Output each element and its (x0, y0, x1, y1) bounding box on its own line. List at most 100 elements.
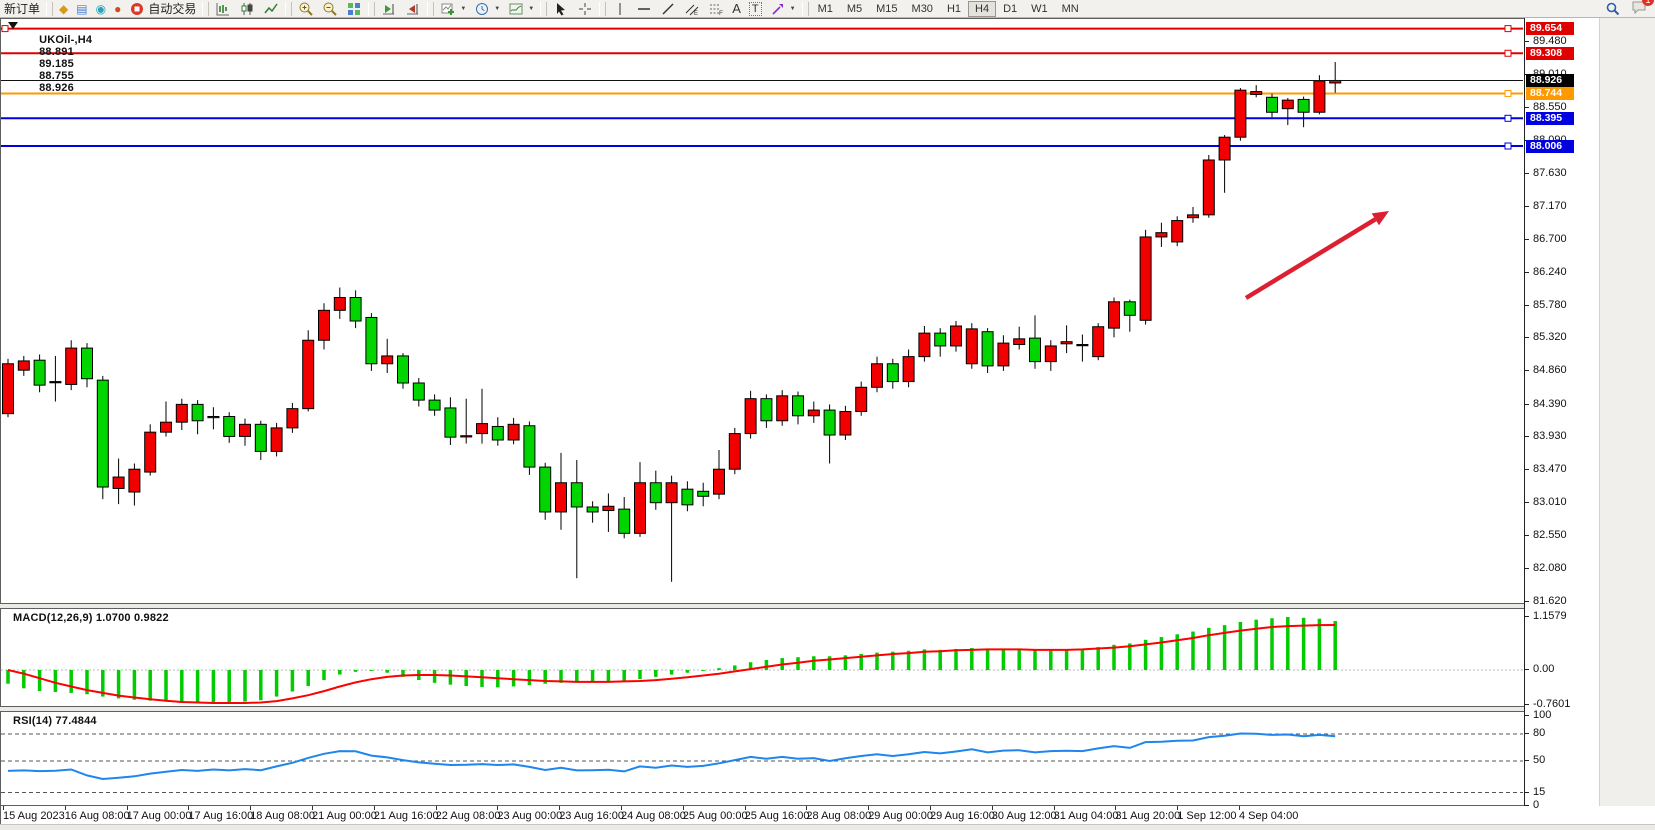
price-level-badge: 88.006 (1526, 139, 1574, 153)
main-chart-panel[interactable]: UKOil-,H4 88.891 89.185 88.755 88.926 (0, 18, 1524, 604)
time-axis-tick (497, 806, 499, 810)
time-axis-label: 17 Aug 00:00 (126, 810, 192, 822)
equidistant-channel-icon: E (684, 1, 700, 17)
rsi-tick-label: 50 (1533, 754, 1546, 766)
clock-icon (474, 1, 490, 17)
timeframe-m15[interactable]: M15 (869, 1, 904, 17)
rsi-tick-label: 15 (1533, 785, 1546, 798)
timeframe-h4[interactable]: H4 (968, 0, 997, 17)
panel-separator[interactable] (0, 707, 1524, 711)
time-axis-label: 22 Aug 08:00 (435, 810, 501, 822)
time-axis-label: 23 Aug 16:00 (559, 810, 625, 822)
price-axis[interactable]: 89.48089.01088.55088.09087.63087.17086.7… (1524, 18, 1655, 811)
horizontal-line-tool-button[interactable] (632, 0, 656, 17)
data-window-button[interactable]: ▤ (72, 0, 91, 17)
price-tick-label: 86.240 (1533, 265, 1567, 278)
macd-tick-label: 0.00 (1533, 663, 1555, 675)
macd-panel[interactable]: MACD(12,26,9) 1.0700 0.9822 (0, 608, 1524, 707)
text-label-tool-button[interactable]: T (745, 0, 766, 17)
time-axis[interactable]: 15 Aug 2023 16 Aug 08:00 17 Aug 00:00 17 Au… (0, 806, 1524, 824)
terminal-button[interactable]: ● (110, 0, 125, 17)
autotrading-button[interactable]: 自动交易 (125, 0, 200, 17)
axis-tick (1525, 403, 1529, 405)
macd-label: MACD(12,26,9) 1.0700 0.9822 (13, 612, 169, 624)
panel-separator[interactable] (0, 604, 1524, 608)
auto-scroll-button[interactable] (377, 0, 401, 17)
cursor-tool-button[interactable] (549, 0, 573, 17)
axis-tick (1525, 791, 1529, 793)
axis-tick (1525, 601, 1529, 603)
line-chart-button[interactable] (259, 0, 283, 17)
time-axis-tick (1053, 806, 1055, 810)
timeframe-m1[interactable]: M1 (811, 1, 840, 17)
timeframe-mn[interactable]: MN (1055, 1, 1086, 17)
zoom-out-button[interactable] (318, 0, 342, 17)
timeframe-d1[interactable]: D1 (996, 1, 1024, 17)
timeframe-m5[interactable]: M5 (840, 1, 869, 17)
trendline-tool-button[interactable] (656, 0, 680, 17)
axis-tick (1525, 271, 1529, 273)
axis-tick (1525, 337, 1529, 339)
bar-chart-button[interactable] (211, 0, 235, 17)
time-axis-tick (373, 806, 375, 810)
trend-arrow (1371, 211, 1389, 226)
toolbar-grip (46, 1, 54, 16)
market-watch-button[interactable]: ◆ (55, 0, 72, 17)
price-chart-canvas[interactable] (1, 19, 1523, 603)
axis-tick (1525, 715, 1529, 716)
axis-tick (1525, 239, 1529, 241)
chart-shift-button[interactable] (401, 0, 425, 17)
channel-tool-button[interactable]: E (680, 0, 704, 17)
price-level-badge: 89.654 (1526, 22, 1574, 36)
fibonacci-tool-button[interactable]: F (704, 0, 728, 17)
rsi-tick-label: 100 (1533, 709, 1552, 721)
time-axis-label: 31 Aug 04:00 (1053, 810, 1119, 822)
time-axis-tick (1239, 806, 1240, 810)
rsi-panel[interactable]: RSI(14) 77.4844 (0, 711, 1524, 806)
new-order-button[interactable]: 新订单 (0, 0, 44, 17)
macd-canvas[interactable] (1, 609, 1523, 706)
arrows-tool-button[interactable]: ▼ (766, 0, 800, 17)
chevron-down-icon[interactable]: ▼ (494, 5, 501, 12)
fibonacci-icon: F (708, 1, 724, 17)
rsi-canvas[interactable] (1, 712, 1523, 805)
autotrading-icon (129, 1, 145, 17)
vertical-line-icon (612, 1, 628, 17)
indicators-button[interactable]: ▼ (436, 0, 470, 17)
price-level-badge: 88.395 (1526, 111, 1574, 125)
time-axis-tick (1115, 806, 1117, 810)
timeframe-h1[interactable]: H1 (940, 1, 968, 17)
candlestick-chart-button[interactable] (235, 0, 259, 17)
axis-tick (1525, 304, 1529, 306)
vertical-line-tool-button[interactable] (608, 0, 632, 17)
zoom-out-icon (322, 1, 338, 17)
time-axis-tick (682, 806, 684, 810)
cursor-icon (553, 1, 569, 17)
auto-scroll-icon (381, 1, 397, 17)
timeframe-w1[interactable]: W1 (1024, 1, 1055, 17)
chevron-down-icon[interactable]: ▼ (460, 5, 467, 12)
chevron-down-icon[interactable]: ▼ (528, 5, 535, 12)
notifications-button[interactable]: 1 (1631, 0, 1654, 18)
zoom-in-button[interactable] (294, 0, 318, 17)
text-tool-button[interactable]: A (728, 0, 745, 17)
periods-button[interactable]: ▼ (470, 0, 504, 17)
time-axis-label: 25 Aug 16:00 (744, 810, 810, 822)
chart-shift-marker (8, 22, 18, 29)
templates-button[interactable]: ▼ (504, 0, 538, 17)
tile-windows-button[interactable] (342, 0, 366, 17)
axis-tick (1525, 760, 1529, 761)
axis-tick (1525, 41, 1529, 42)
time-axis-label: 21 Aug 00:00 (312, 810, 377, 822)
navigator-button[interactable]: ◉ (92, 0, 110, 17)
macd-tick-label: -0.7601 (1533, 697, 1571, 710)
toolbar-grip (368, 1, 376, 16)
time-axis-label: 29 Aug 00:00 (868, 810, 934, 822)
crosshair-tool-button[interactable] (573, 0, 597, 17)
candlestick-chart-icon (239, 1, 255, 17)
timeframe-m30[interactable]: M30 (905, 1, 940, 17)
bar-chart-icon (215, 1, 231, 17)
time-axis-label: 28 Aug 08:00 (806, 810, 872, 822)
chevron-down-icon[interactable]: ▼ (789, 5, 796, 12)
search-icon[interactable] (1605, 1, 1621, 17)
